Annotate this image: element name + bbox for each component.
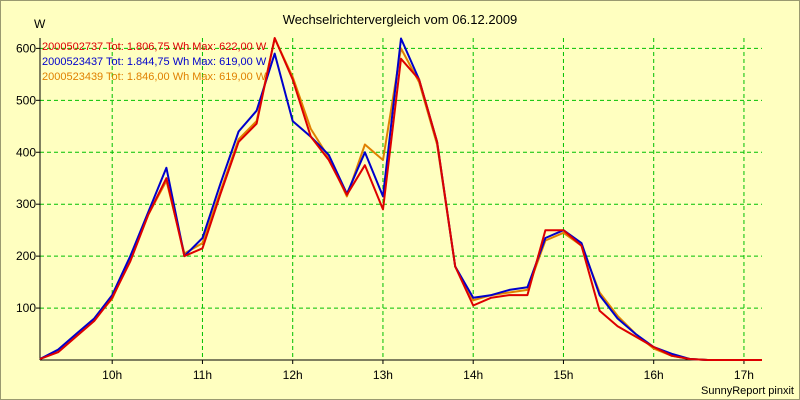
x-tick-label: 12h [283, 368, 303, 382]
axes [36, 38, 762, 364]
y-tick-label: 600 [16, 41, 36, 55]
legend-entry-2000502737: 2000502737 Tot: 1.806,75 Wh Max: 622,00 … [42, 41, 267, 53]
y-tick-label: 300 [16, 197, 36, 211]
y-tick-label: 200 [16, 249, 36, 263]
y-tick-label: 500 [16, 93, 36, 107]
chart-title: Wechselrichtervergleich vom 06.12.2009 [283, 12, 518, 27]
y-axis-unit-label: W [34, 17, 46, 31]
grid-lines [40, 38, 762, 360]
y-tick-label: 400 [16, 145, 36, 159]
x-tick-label: 10h [102, 368, 122, 382]
legend-entry-2000523439: 2000523439 Tot: 1.846,00 Wh Max: 619,00 … [42, 71, 267, 83]
tick-labels: 10h 11h 12h 13h 14h 15h 16h 17h 100 200 300 400 500 6… [16, 41, 754, 382]
series-lines [39, 37, 762, 361]
x-tick-label: 11h [193, 368, 212, 382]
legend-entry-2000523437: 2000523437 Tot: 1.844,75 Wh Max: 619,00 … [42, 56, 267, 68]
x-tick-label: 13h [373, 368, 393, 382]
y-tick-label: 100 [16, 301, 36, 315]
x-tick-label: 15h [553, 368, 573, 382]
x-tick-label: 17h [734, 368, 754, 382]
credit-label: SunnyReport pinxit [701, 385, 794, 397]
x-tick-label: 16h [644, 368, 664, 382]
x-tick-label: 14h [463, 368, 483, 382]
series-line-2000502737 [39, 37, 762, 361]
series-line-2000523437 [39, 37, 762, 361]
legend: 2000502737 Tot: 1.806,75 Wh Max: 622,00 … [42, 41, 267, 83]
